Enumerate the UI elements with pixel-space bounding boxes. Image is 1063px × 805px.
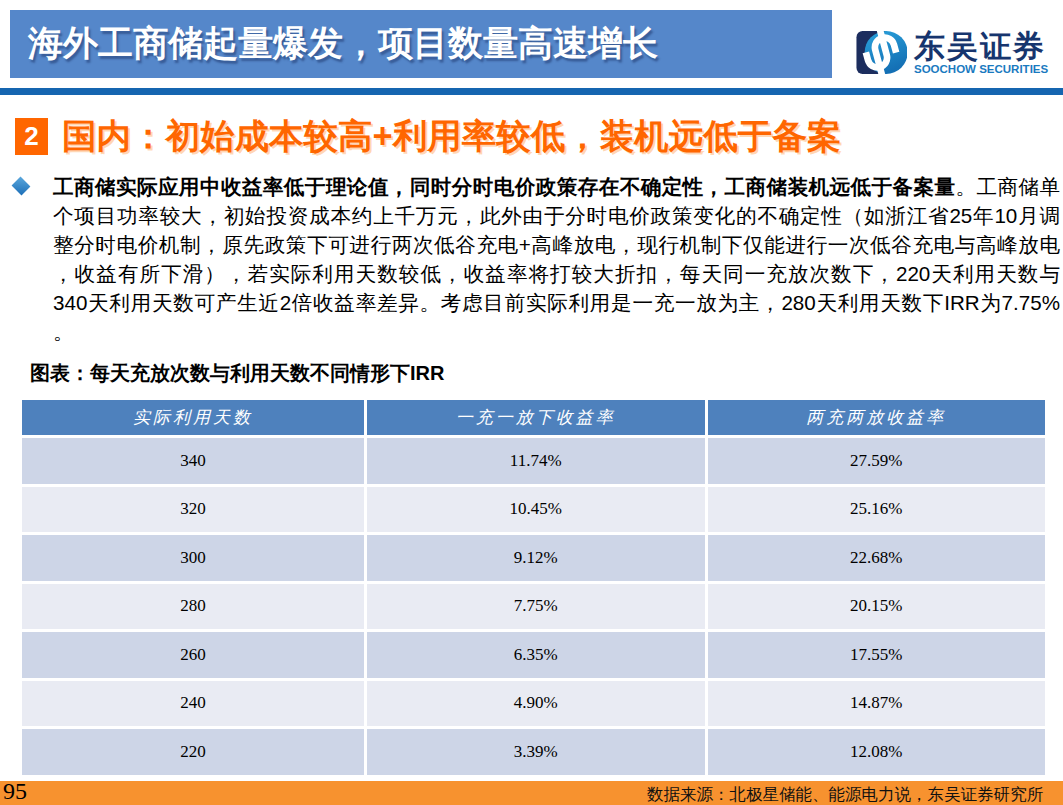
diamond-bullet-icon — [12, 177, 31, 196]
footer-bar: 95 数据来源：北极星储能、能源电力说，东吴证券研究所 — [0, 781, 1063, 805]
data-source: 数据来源：北极星储能、能源电力说，东吴证券研究所 — [647, 784, 1043, 805]
table-cell: 9.12% — [367, 535, 705, 581]
table-header-cell: 两充两放收益率 — [708, 400, 1046, 435]
irr-table: 实际利用天数 一充一放下收益率 两充两放收益率 340 11.74% 27.59… — [22, 400, 1045, 775]
paragraph-line: 工商储实际应用中收益率低于理论值，同时分时电价政策存在不确定性，工商储装机远低于… — [53, 172, 1060, 201]
table-cell: 7.75% — [367, 584, 705, 630]
table-cell: 20.15% — [708, 584, 1046, 630]
table-header-cell: 一充一放下收益率 — [367, 400, 705, 435]
soochow-logo-icon — [855, 30, 907, 75]
body-paragraph: 工商储实际应用中收益率低于理论值，同时分时电价政策存在不确定性，工商储装机远低于… — [53, 172, 1060, 346]
table-cell: 340 — [22, 438, 364, 484]
table-cell: 6.35% — [367, 632, 705, 678]
logo-en-text: SOOCHOW SECURITIES — [914, 63, 1048, 75]
table-cell: 12.08% — [708, 729, 1046, 775]
paragraph-line: 个项目功率较大，初始投资成本约上千万元，此外由于分时电价政策变化的不确定性（如浙… — [53, 201, 1060, 230]
table-cell: 300 — [22, 535, 364, 581]
logo-cn-text: 东吴证券 — [914, 30, 1048, 63]
table-cell: 17.55% — [708, 632, 1046, 678]
slide-title: 海外工商储起量爆发，项目数量高速增长 — [28, 23, 658, 62]
brand-logo: 东吴证券 SOOCHOW SECURITIES — [855, 30, 1048, 75]
table-cell: 25.16% — [708, 487, 1046, 533]
table-cell: 260 — [22, 632, 364, 678]
table-header-cell: 实际利用天数 — [22, 400, 364, 435]
table-cell: 10.45% — [367, 487, 705, 533]
table-cell: 27.59% — [708, 438, 1046, 484]
paragraph-line: 整分时电价机制，原先政策下可进行两次低谷充电+高峰放电，现行机制下仅能进行一次低… — [53, 230, 1060, 259]
paragraph-line: 。 — [53, 317, 1060, 346]
paragraph-line: ，收益有所下滑），若实际利用天数较低，收益率将打较大折扣，每天同一充放次数下，2… — [53, 259, 1060, 288]
page-number: 95 — [3, 778, 27, 805]
table-cell: 22.68% — [708, 535, 1046, 581]
table-cell: 280 — [22, 584, 364, 630]
section-title: 国内：初始成本较高+利用率较低，装机远低于备案 — [62, 116, 841, 157]
table-cell: 11.74% — [367, 438, 705, 484]
table-cell: 320 — [22, 487, 364, 533]
chart-caption: 图表：每天充放次数与利用天数不同情形下IRR — [30, 360, 444, 387]
header-divider — [0, 88, 1063, 95]
table-cell: 240 — [22, 681, 364, 727]
table-cell: 14.87% — [708, 681, 1046, 727]
table-cell: 220 — [22, 729, 364, 775]
table-cell: 4.90% — [367, 681, 705, 727]
paragraph-line: 340天利用天数可产生近2倍收益率差异。考虑目前实际利用是一充一放为主，280天… — [53, 288, 1060, 317]
slide-title-bar: 海外工商储起量爆发，项目数量高速增长 — [10, 10, 832, 78]
section-number-badge: 2 — [15, 118, 48, 155]
table-cell: 3.39% — [367, 729, 705, 775]
